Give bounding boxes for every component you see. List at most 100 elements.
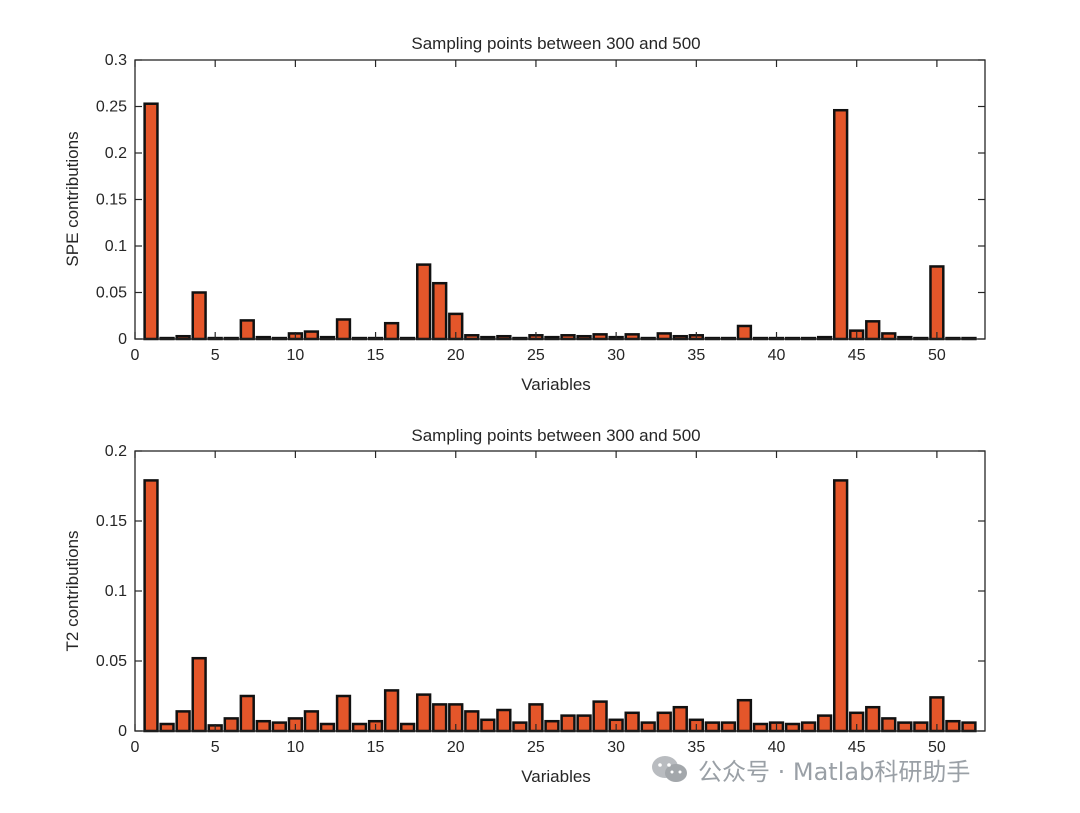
bar-variable-48 <box>897 721 913 733</box>
y-tick-label: 0.25 <box>96 99 127 116</box>
x-tick-label: 45 <box>848 739 866 756</box>
y-tick-label: 0.2 <box>105 443 127 460</box>
y-tick-label: 0.15 <box>96 192 127 209</box>
bar-group <box>143 479 977 733</box>
y-tick-label: 0.3 <box>105 52 127 69</box>
x-tick-label: 0 <box>131 347 140 364</box>
x-tick-label: 40 <box>768 347 786 364</box>
bar-variable-26 <box>544 719 560 733</box>
y-tick-label: 0.2 <box>105 145 127 162</box>
y-tick-label: 0 <box>118 331 127 348</box>
bar-variable-38 <box>736 324 753 341</box>
y-tick-label: 0.1 <box>105 238 127 255</box>
bar-variable-36 <box>704 721 721 733</box>
bar-variable-37 <box>720 721 737 733</box>
y-axis-label: T2 contributions <box>63 531 82 652</box>
bar-variable-52 <box>961 721 977 733</box>
bar-variable-43 <box>816 714 833 733</box>
bar-variable-24 <box>512 721 528 733</box>
y-tick-label: 0.05 <box>96 653 127 670</box>
bar-variable-13 <box>335 694 352 733</box>
x-tick-label: 5 <box>211 739 220 756</box>
bar-variable-28 <box>576 714 592 733</box>
bar-variable-7 <box>239 319 255 341</box>
bar-variable-6 <box>223 717 239 733</box>
bar-variable-46 <box>865 705 881 733</box>
chart-title: Sampling points between 300 and 500 <box>411 426 700 445</box>
bar-variable-31 <box>624 711 640 733</box>
watermark-text: 公众号 · Matlab科研助手 <box>698 758 971 786</box>
bar-variable-12 <box>319 722 336 733</box>
bar-variable-3 <box>175 710 191 733</box>
x-tick-label: 25 <box>527 347 545 364</box>
bar-variable-34 <box>672 705 688 733</box>
bar-variable-23 <box>496 708 512 733</box>
bar-variable-47 <box>881 717 897 733</box>
x-tick-label: 50 <box>928 739 946 756</box>
x-tick-label: 30 <box>607 347 625 364</box>
wechat-icon <box>652 755 687 782</box>
x-tick-label: 5 <box>211 347 220 364</box>
bar-variable-9 <box>271 721 288 733</box>
bar-variable-16 <box>383 689 400 733</box>
bar-variable-42 <box>800 721 817 733</box>
bar-variable-19 <box>432 703 448 733</box>
bar-variable-18 <box>416 693 432 733</box>
chart-title: Sampling points between 300 and 500 <box>411 34 700 53</box>
bar-variable-29 <box>592 700 608 733</box>
x-tick-label: 35 <box>687 347 705 364</box>
bar-variable-11 <box>303 330 320 341</box>
bar-variable-44 <box>833 479 849 733</box>
x-tick-label: 50 <box>928 347 946 364</box>
watermark: 公众号 · Matlab科研助手 <box>650 752 970 787</box>
bar-variable-1 <box>143 479 159 733</box>
bar-variable-21 <box>464 710 480 733</box>
bar-variable-38 <box>736 698 753 733</box>
x-axis-label: Variables <box>521 375 591 394</box>
y-tick-label: 0.1 <box>105 583 127 600</box>
bar-variable-7 <box>239 694 255 733</box>
bar-variable-29 <box>592 333 608 341</box>
tick-group: 0 5 10 15 20 25 30 35 40 45 50 0 0.05 0.1 0.15 0.2 0.25 0… <box>96 52 985 364</box>
x-tick-label: 30 <box>607 739 625 756</box>
bar-variable-50 <box>929 265 945 341</box>
bar-variable-16 <box>383 321 400 341</box>
bar-variable-4 <box>191 291 207 341</box>
x-tick-label: 45 <box>848 347 866 364</box>
bar-variable-33 <box>656 711 672 733</box>
bar-variable-22 <box>480 718 496 733</box>
bar-variable-31 <box>624 333 640 341</box>
x-tick-label: 0 <box>131 739 140 756</box>
bar-variable-46 <box>865 320 881 341</box>
bar-variable-27 <box>560 714 576 733</box>
y-axis-label: SPE contributions <box>63 131 82 266</box>
x-tick-label: 20 <box>447 347 465 364</box>
axes-frame <box>134 450 986 732</box>
axes-frame <box>134 59 986 340</box>
bar-variable-14 <box>351 722 368 733</box>
bar-variable-1 <box>143 102 159 341</box>
bar-variable-33 <box>656 332 672 341</box>
y-tick-label: 0.05 <box>96 285 127 302</box>
x-tick-label: 20 <box>447 739 465 756</box>
x-tick-label: 40 <box>768 739 786 756</box>
bar-variable-39 <box>752 722 769 733</box>
bar-group <box>143 102 977 341</box>
bar-variable-44 <box>833 108 849 341</box>
tick-group: 0 5 10 15 20 25 30 35 40 45 50 0 0.05 0.1 0.15 0.2 <box>96 443 985 756</box>
x-axis-label: Variables <box>521 767 591 786</box>
x-tick-label: 10 <box>286 347 304 364</box>
y-tick-label: 0.15 <box>96 513 127 530</box>
bar-variable-2 <box>159 722 175 733</box>
x-tick-label: 15 <box>367 739 385 756</box>
spe-contributions-chart: Sampling points between 300 and 500 Vari… <box>63 34 986 394</box>
bar-variable-32 <box>640 721 656 733</box>
x-tick-label: 15 <box>367 347 385 364</box>
bar-variable-49 <box>913 721 929 733</box>
x-tick-label: 25 <box>527 739 545 756</box>
bar-variable-4 <box>191 656 207 733</box>
x-tick-label: 10 <box>286 739 304 756</box>
bar-variable-8 <box>255 719 271 733</box>
x-tick-label: 35 <box>687 739 705 756</box>
